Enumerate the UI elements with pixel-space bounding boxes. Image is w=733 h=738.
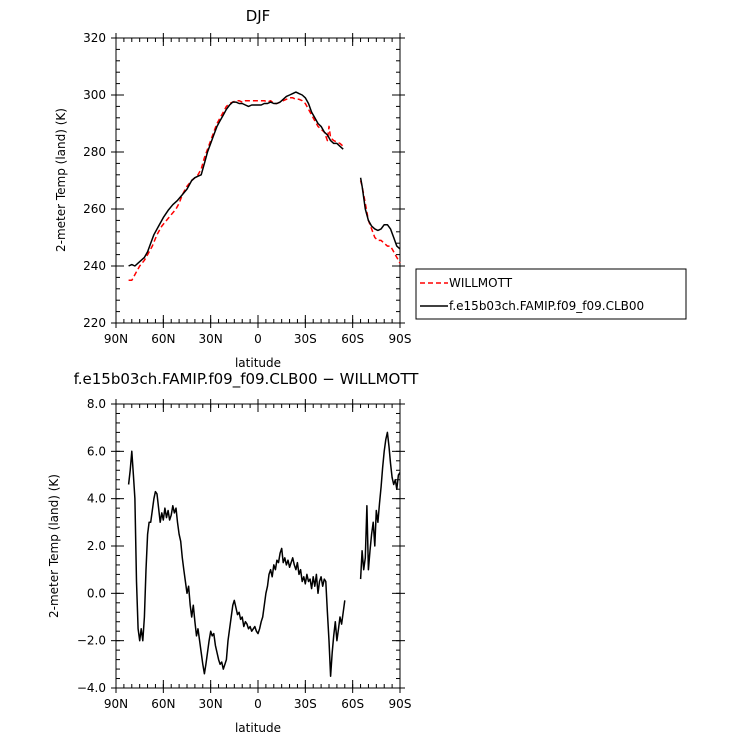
top-x-tick-labels: 90N 60N 30N 0 30S 60S 90S	[104, 332, 412, 346]
top-x-axis-label: latitude	[235, 356, 281, 370]
bottom-y-tick-label: −4.0	[77, 681, 106, 695]
top-x-tick-label: 60N	[151, 332, 175, 346]
bottom-series-line-difference	[359, 431, 401, 580]
bottom-major-ticks	[111, 399, 405, 693]
top-x-tick-label: 30N	[199, 332, 223, 346]
top-series-lines	[128, 91, 401, 282]
bottom-y-tick-label: 4.0	[87, 492, 106, 506]
legend-box	[415, 268, 687, 320]
bottom-x-tick-label: 60N	[151, 697, 175, 711]
top-series-line-f-e15b03ch-famip-f09-f09-clb00	[359, 177, 401, 250]
bottom-y-tick-label: 0.0	[87, 586, 106, 600]
top-plot-frame	[115, 37, 401, 324]
bottom-x-tick-labels: 90N 60N 30N 0 30S 60S 90S	[104, 697, 412, 711]
bottom-x-tick-label: 90S	[389, 697, 412, 711]
top-x-tick-label: 90N	[104, 332, 128, 346]
bottom-y-tick-labels: −4.0 −2.0 0.0 2.0 4.0 6.0 8.0	[77, 397, 106, 695]
top-y-tick-label: 280	[83, 145, 106, 159]
top-minor-ticks	[115, 37, 401, 324]
top-major-ticks	[111, 33, 405, 328]
bottom-plot-frame	[115, 403, 401, 689]
bottom-x-tick-label: 0	[254, 697, 262, 711]
top-series-line-f-e15b03ch-famip-f09-f09-clb00	[128, 91, 344, 267]
legend: WILLMOTT f.e15b03ch.FAMIP.f09_f09.CLB00	[415, 268, 687, 320]
bottom-y-tick-label: 8.0	[87, 397, 106, 411]
legend-label-model: f.e15b03ch.FAMIP.f09_f09.CLB00	[449, 299, 644, 313]
top-series-line-willmott	[128, 97, 344, 282]
top-series-line-willmott	[359, 180, 401, 264]
bottom-series-lines	[127, 431, 401, 677]
top-x-tick-label: 0	[254, 332, 262, 346]
top-y-tick-label: 320	[83, 31, 106, 45]
top-x-tick-label: 30S	[294, 332, 317, 346]
bottom-y-axis-label: 2-meter Temp (land) (K)	[47, 474, 61, 618]
bottom-minor-ticks	[115, 403, 401, 689]
bottom-x-tick-label: 90N	[104, 697, 128, 711]
top-x-tick-label: 60S	[341, 332, 364, 346]
bottom-x-tick-label: 60S	[341, 697, 364, 711]
top-y-axis-label: 2-meter Temp (land) (K)	[54, 108, 68, 252]
top-y-tick-label: 240	[83, 259, 106, 273]
bottom-y-tick-label: −2.0	[77, 634, 106, 648]
bottom-chart: f.e15b03ch.FAMIP.f09_f09.CLB00 − WILLMOT…	[47, 370, 419, 735]
bottom-x-tick-label: 30S	[294, 697, 317, 711]
top-y-tick-label: 260	[83, 202, 106, 216]
bottom-series-line-difference	[127, 450, 346, 677]
top-y-tick-label: 300	[83, 88, 106, 102]
top-x-tick-label: 90S	[389, 332, 412, 346]
bottom-y-tick-label: 2.0	[87, 539, 106, 553]
top-chart: DJF 90N 60N 30N 0 30S 60S 90S 220 240 260 280 300 3…	[54, 7, 687, 370]
top-y-tick-labels: 220 240 260 280 300 320	[83, 31, 106, 330]
bottom-y-tick-label: 6.0	[87, 444, 106, 458]
bottom-x-axis-label: latitude	[235, 721, 281, 735]
legend-label-willmott: WILLMOTT	[449, 276, 513, 290]
top-chart-title: DJF	[246, 7, 271, 25]
top-y-tick-label: 220	[83, 316, 106, 330]
bottom-chart-title: f.e15b03ch.FAMIP.f09_f09.CLB00 − WILLMOT…	[74, 370, 420, 389]
bottom-x-tick-label: 30N	[199, 697, 223, 711]
